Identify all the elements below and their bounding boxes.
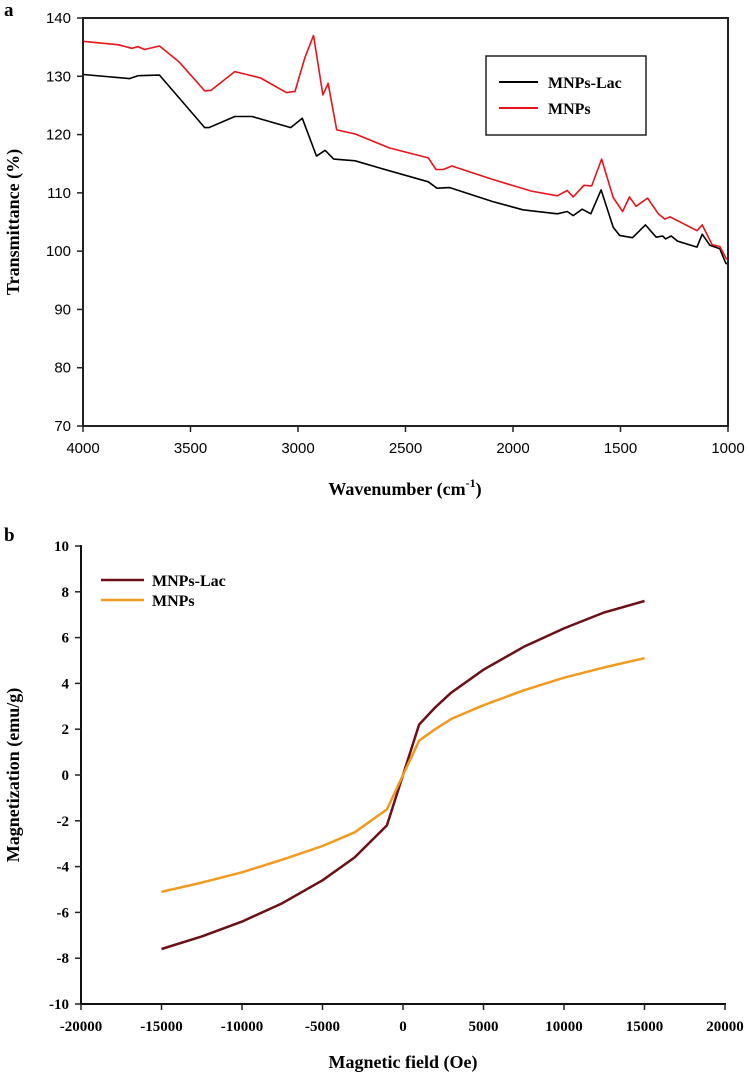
y-tick-label: -6 — [57, 905, 70, 921]
chart-b: b -20000 -15000 -10000 -5000 0 5000 10000 15000… — [3, 525, 744, 1073]
chart-b-ticks: -20000 -15000 -10000 -5000 0 5000 10000 15000 20… — [49, 539, 744, 1035]
y-tick-label: 6 — [62, 631, 70, 647]
x-tick-label: 3000 — [281, 440, 314, 457]
y-tick-label: 100 — [46, 243, 71, 260]
y-tick-label: -2 — [57, 814, 70, 830]
chart-a-ylabel: Transmittance (%) — [3, 149, 24, 295]
x-tick-label: 0 — [399, 1019, 407, 1035]
x-tick-label: 15000 — [626, 1019, 664, 1035]
chart-a-ticks: 4000 3500 3000 2500 2000 1500 1000 70 80 90 100 110… — [46, 10, 745, 457]
y-tick-label: 120 — [46, 127, 71, 144]
y-tick-label: 70 — [54, 418, 71, 435]
y-tick-label: 80 — [54, 360, 71, 377]
x-tick-label: 2500 — [389, 440, 422, 457]
x-tick-label: -5000 — [305, 1019, 340, 1035]
legend-label-mnps-lac: MNPs-Lac — [152, 573, 226, 590]
chart-b-ylabel: Magnetization (emu/g) — [3, 688, 24, 862]
y-tick-label: 4 — [62, 676, 70, 692]
x-tick-label: 10000 — [545, 1019, 583, 1035]
chart-a-series — [82, 34, 729, 265]
y-tick-label: 90 — [54, 301, 71, 318]
legend-label-mnps: MNPs — [152, 593, 195, 610]
y-tick-label: -8 — [57, 951, 70, 967]
y-tick-label: 130 — [46, 68, 71, 85]
y-tick-label: -4 — [57, 860, 70, 876]
series-line-mnps — [161, 656, 645, 894]
x-tick-label: -10000 — [221, 1019, 264, 1035]
chart-b-legend: MNPs-Lac MNPs — [101, 573, 226, 610]
chart-b-series — [161, 599, 645, 951]
y-tick-label: 110 — [47, 185, 71, 202]
legend-label-mnps-lac: MNPs-Lac — [548, 75, 622, 92]
x-tick-label: 4000 — [66, 440, 99, 457]
chart-a-xlabel: Wavenumber (cm-1) — [328, 476, 481, 500]
y-tick-label: 140 — [46, 10, 71, 27]
x-tick-label: 2000 — [496, 440, 529, 457]
x-tick-label: 1500 — [604, 440, 637, 457]
y-tick-label: 10 — [54, 539, 69, 555]
legend-box — [485, 55, 647, 136]
chart-a: a 4000 3500 3000 2500 2000 1500 1000 70 80 90 100 1… — [3, 0, 745, 500]
x-tick-label: 1000 — [711, 440, 744, 457]
y-tick-label: -10 — [49, 997, 69, 1013]
series-line-mnps — [82, 34, 728, 260]
panel-label-b: b — [4, 525, 15, 546]
x-tick-label: -20000 — [60, 1019, 103, 1035]
chart-b-xlabel: Magnetic field (Oe) — [329, 1052, 478, 1073]
x-tick-label: 5000 — [469, 1019, 499, 1035]
x-tick-label: 3500 — [174, 440, 207, 457]
legend-label-mnps: MNPs — [548, 101, 591, 118]
x-tick-label: 20000 — [706, 1019, 744, 1035]
y-tick-label: 2 — [62, 722, 70, 738]
y-tick-label: 0 — [62, 768, 70, 784]
panel-label-a: a — [4, 0, 14, 21]
x-tick-label: -15000 — [140, 1019, 183, 1035]
y-tick-label: 8 — [62, 585, 70, 601]
series-line-mnps-lac — [82, 73, 729, 265]
chart-a-legend: MNPs-Lac MNPs — [485, 55, 647, 136]
